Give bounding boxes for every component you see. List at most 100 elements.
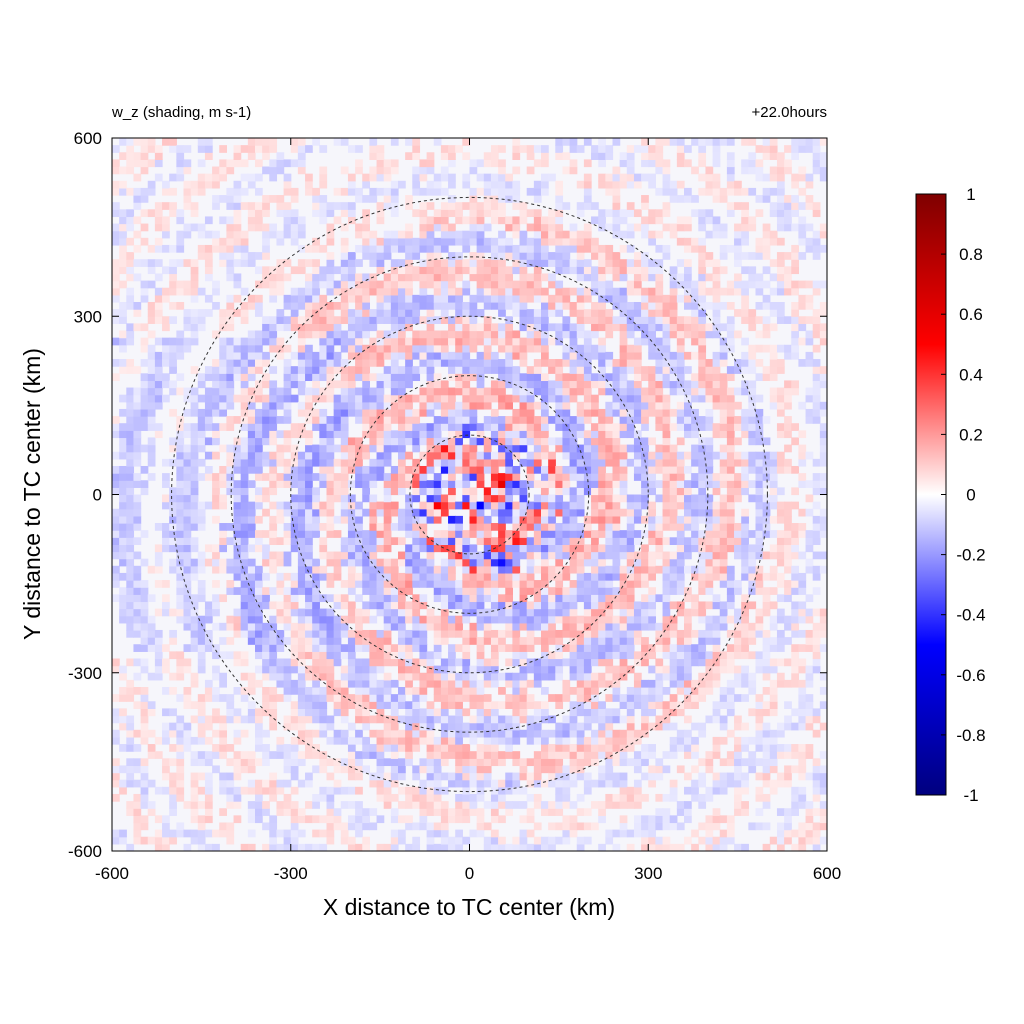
heatmap-cell [247, 430, 256, 439]
heatmap-cell [398, 465, 406, 474]
heatmap-cell [290, 237, 299, 246]
heatmap-cell [140, 758, 149, 767]
heatmap-cell [426, 366, 435, 374]
heatmap-cell [526, 430, 535, 439]
heatmap-cell [562, 744, 571, 752]
heatmap-cell [119, 444, 127, 453]
heatmap-cell [355, 373, 363, 382]
heatmap-cell [247, 359, 256, 367]
heatmap-cell [412, 458, 421, 467]
heatmap-cell [183, 223, 192, 232]
heatmap-cell [455, 622, 463, 631]
heatmap-cell [119, 537, 127, 546]
heatmap-cell [126, 694, 135, 702]
heatmap-cell [276, 587, 285, 595]
heatmap-cell [533, 622, 542, 631]
heatmap-cell [605, 672, 614, 681]
heatmap-cell [147, 779, 156, 788]
heatmap-cell [476, 665, 485, 674]
heatmap-cell [226, 166, 235, 175]
heatmap-cell [112, 779, 120, 788]
heatmap-cell [490, 195, 499, 203]
heatmap-cell [562, 694, 571, 702]
heatmap-cell [512, 515, 521, 524]
heatmap-cell [548, 715, 556, 724]
heatmap-cell [583, 608, 592, 617]
heatmap-cell [126, 259, 135, 267]
heatmap-cell [548, 694, 556, 702]
heatmap-cell [455, 380, 463, 389]
heatmap-cell [347, 629, 356, 638]
heatmap-cell [598, 344, 606, 353]
heatmap-cell [548, 651, 556, 660]
heatmap-cell [490, 736, 499, 745]
heatmap-cell [290, 458, 299, 467]
heatmap-cell [533, 765, 542, 774]
heatmap-cell [183, 843, 192, 851]
heatmap-cell [133, 423, 142, 431]
heatmap-cell [526, 537, 535, 546]
heatmap-cell [462, 451, 471, 460]
heatmap-cell [204, 244, 213, 253]
heatmap-cell [605, 294, 614, 303]
heatmap-cell [376, 537, 385, 546]
heatmap-cell [455, 266, 463, 275]
heatmap-cell [605, 401, 614, 410]
heatmap-cell [383, 736, 392, 745]
heatmap-cell [440, 544, 449, 553]
heatmap-cell [255, 530, 263, 538]
heatmap-cell [562, 451, 571, 460]
heatmap-cell [483, 744, 492, 752]
heatmap-cell [498, 437, 506, 446]
heatmap-cell [319, 622, 328, 631]
heatmap-cell [398, 558, 406, 567]
heatmap-cell [569, 615, 578, 624]
heatmap-cell [469, 316, 478, 324]
heatmap-cell [162, 244, 170, 253]
heatmap-cell [448, 494, 456, 503]
heatmap-cell [398, 394, 406, 403]
heatmap-cell [162, 594, 170, 603]
heatmap-cell [283, 173, 292, 182]
heatmap-cell [612, 679, 621, 688]
heatmap-cell [190, 508, 199, 517]
heatmap-cell [226, 309, 235, 317]
heatmap-cell [598, 494, 606, 503]
heatmap-cell [605, 615, 614, 624]
heatmap-cell [319, 751, 328, 759]
heatmap-cell [283, 465, 292, 474]
heatmap-cell [326, 515, 335, 524]
heatmap-cell [519, 408, 528, 417]
heatmap-cell [483, 180, 492, 189]
heatmap-cell [255, 202, 263, 210]
heatmap-cell [512, 679, 521, 688]
heatmap-cell [112, 793, 120, 802]
heatmap-cell [591, 751, 599, 759]
heatmap-cell [541, 323, 549, 332]
heatmap-cell [262, 587, 270, 595]
heatmap-cell [247, 608, 256, 617]
heatmap-cell [576, 679, 585, 688]
heatmap-cell [269, 658, 278, 667]
heatmap-cell [483, 501, 492, 510]
heatmap-cell [355, 629, 363, 638]
heatmap-cell [455, 815, 463, 824]
heatmap-cell [576, 751, 585, 759]
heatmap-cell [448, 259, 456, 267]
heatmap-cell [247, 252, 256, 260]
heatmap-cell [383, 701, 392, 709]
heatmap-cell [147, 423, 156, 431]
heatmap-cell [498, 736, 506, 745]
heatmap-cell [119, 494, 127, 503]
heatmap-cell [305, 672, 313, 681]
heatmap-cell [347, 451, 356, 460]
heatmap-cell [498, 323, 506, 332]
heatmap-cell [197, 580, 206, 588]
heatmap-cell [312, 380, 320, 389]
heatmap-cell [469, 487, 478, 496]
heatmap-cell [162, 180, 170, 189]
heatmap-cell [276, 273, 285, 282]
heatmap-cell [197, 515, 206, 524]
heatmap-cell [305, 294, 313, 303]
heatmap-cell [390, 444, 399, 453]
